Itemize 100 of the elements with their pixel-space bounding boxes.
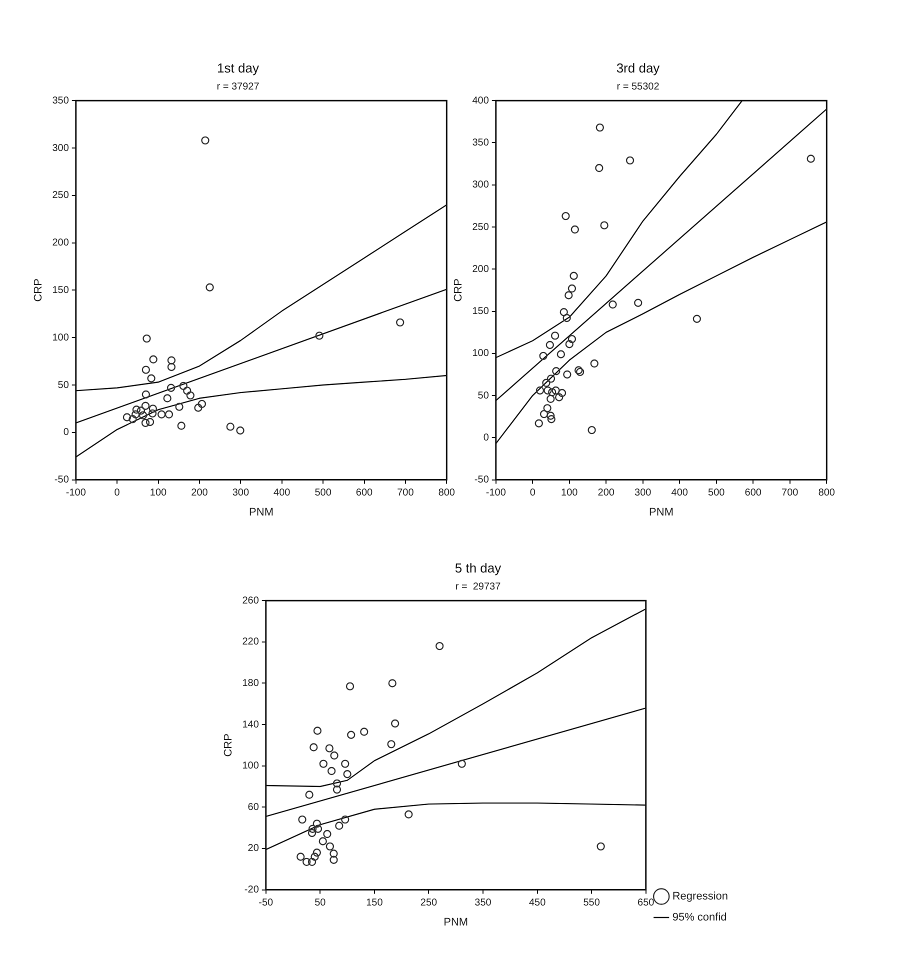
point <box>404 810 413 818</box>
y-tick-label: -20 <box>244 884 260 896</box>
point <box>590 359 598 368</box>
y-tick-label: 140 <box>242 719 260 730</box>
x-tick-label: 400 <box>671 488 688 499</box>
y-tick-label: 350 <box>472 137 490 148</box>
point <box>387 740 396 748</box>
point <box>226 422 234 431</box>
point <box>318 837 327 846</box>
point <box>236 426 244 435</box>
point <box>313 726 322 735</box>
y-tick-label: 0 <box>63 427 70 438</box>
y-tick-label: 100 <box>242 760 260 772</box>
x-tick-label: 500 <box>708 488 726 499</box>
point <box>167 356 176 364</box>
point <box>325 744 334 752</box>
point <box>122 413 132 422</box>
point <box>562 314 571 322</box>
point <box>141 402 150 410</box>
point <box>626 156 634 165</box>
point <box>560 308 568 316</box>
point <box>302 858 311 866</box>
point <box>315 332 324 340</box>
x-tick-label: 0 <box>114 488 120 499</box>
point <box>634 298 642 307</box>
point <box>534 419 543 428</box>
x-tick-label: 250 <box>420 898 438 909</box>
x-tick-label: -100 <box>486 488 506 499</box>
point <box>568 284 576 293</box>
point <box>335 822 344 830</box>
point <box>360 728 368 736</box>
point <box>563 370 572 379</box>
point <box>183 386 192 395</box>
x-axis-title: PNM <box>649 506 674 518</box>
x-tick-label: 300 <box>634 488 652 499</box>
point <box>308 828 316 838</box>
point <box>552 386 560 395</box>
point <box>341 815 350 824</box>
point <box>327 766 336 776</box>
point <box>141 418 150 428</box>
point <box>536 386 544 395</box>
point <box>556 350 566 358</box>
point <box>128 415 137 424</box>
point <box>542 378 550 387</box>
point <box>588 426 596 434</box>
point <box>552 366 560 376</box>
x-tick-label: 800 <box>818 488 836 499</box>
point <box>330 850 338 858</box>
point <box>806 154 815 163</box>
point <box>179 382 188 390</box>
point <box>390 719 400 728</box>
point <box>692 314 702 323</box>
point <box>540 410 548 418</box>
point <box>596 842 605 851</box>
point <box>546 412 555 420</box>
y-tick-label: 50 <box>478 390 490 402</box>
point <box>308 858 316 866</box>
point <box>201 136 210 145</box>
point <box>544 386 552 395</box>
point <box>148 404 158 413</box>
point <box>149 355 158 364</box>
point <box>177 422 186 430</box>
point <box>164 410 174 418</box>
point <box>341 760 350 768</box>
y-tick-label: 60 <box>248 802 260 813</box>
point <box>198 400 206 408</box>
x-tick-label: 700 <box>782 488 799 499</box>
y-tick-label: 300 <box>52 142 70 154</box>
y-tick-label: 200 <box>52 238 70 249</box>
point <box>157 410 166 418</box>
x-tick-label: 100 <box>150 488 168 499</box>
point <box>142 390 150 399</box>
y-axis-title: CRP <box>32 278 45 302</box>
x-tick-label: 200 <box>191 488 208 499</box>
point <box>319 760 328 768</box>
point <box>146 418 154 426</box>
point <box>186 391 195 400</box>
point <box>142 334 151 343</box>
point <box>547 415 556 424</box>
x-tick-label: 0 <box>530 488 536 499</box>
point <box>312 820 322 828</box>
y-tick-label: 400 <box>472 95 490 106</box>
chart-subtitle: r = 37927 <box>216 81 260 92</box>
chart-subtitle: r = 55302 <box>616 81 660 92</box>
x-tick-label: 700 <box>397 488 414 499</box>
point <box>539 352 548 360</box>
point <box>555 393 564 402</box>
point <box>595 164 604 172</box>
point <box>166 384 176 392</box>
x-tick-label: 600 <box>744 488 762 499</box>
y-tick-label: 300 <box>472 180 490 191</box>
point <box>435 642 444 650</box>
x-tick-label: -50 <box>258 898 274 909</box>
point <box>570 272 578 280</box>
point <box>138 411 148 420</box>
point <box>596 123 604 132</box>
x-tick-label: 600 <box>356 488 374 499</box>
y-tick-label: -50 <box>474 474 490 486</box>
point <box>388 679 396 688</box>
point <box>558 388 566 398</box>
